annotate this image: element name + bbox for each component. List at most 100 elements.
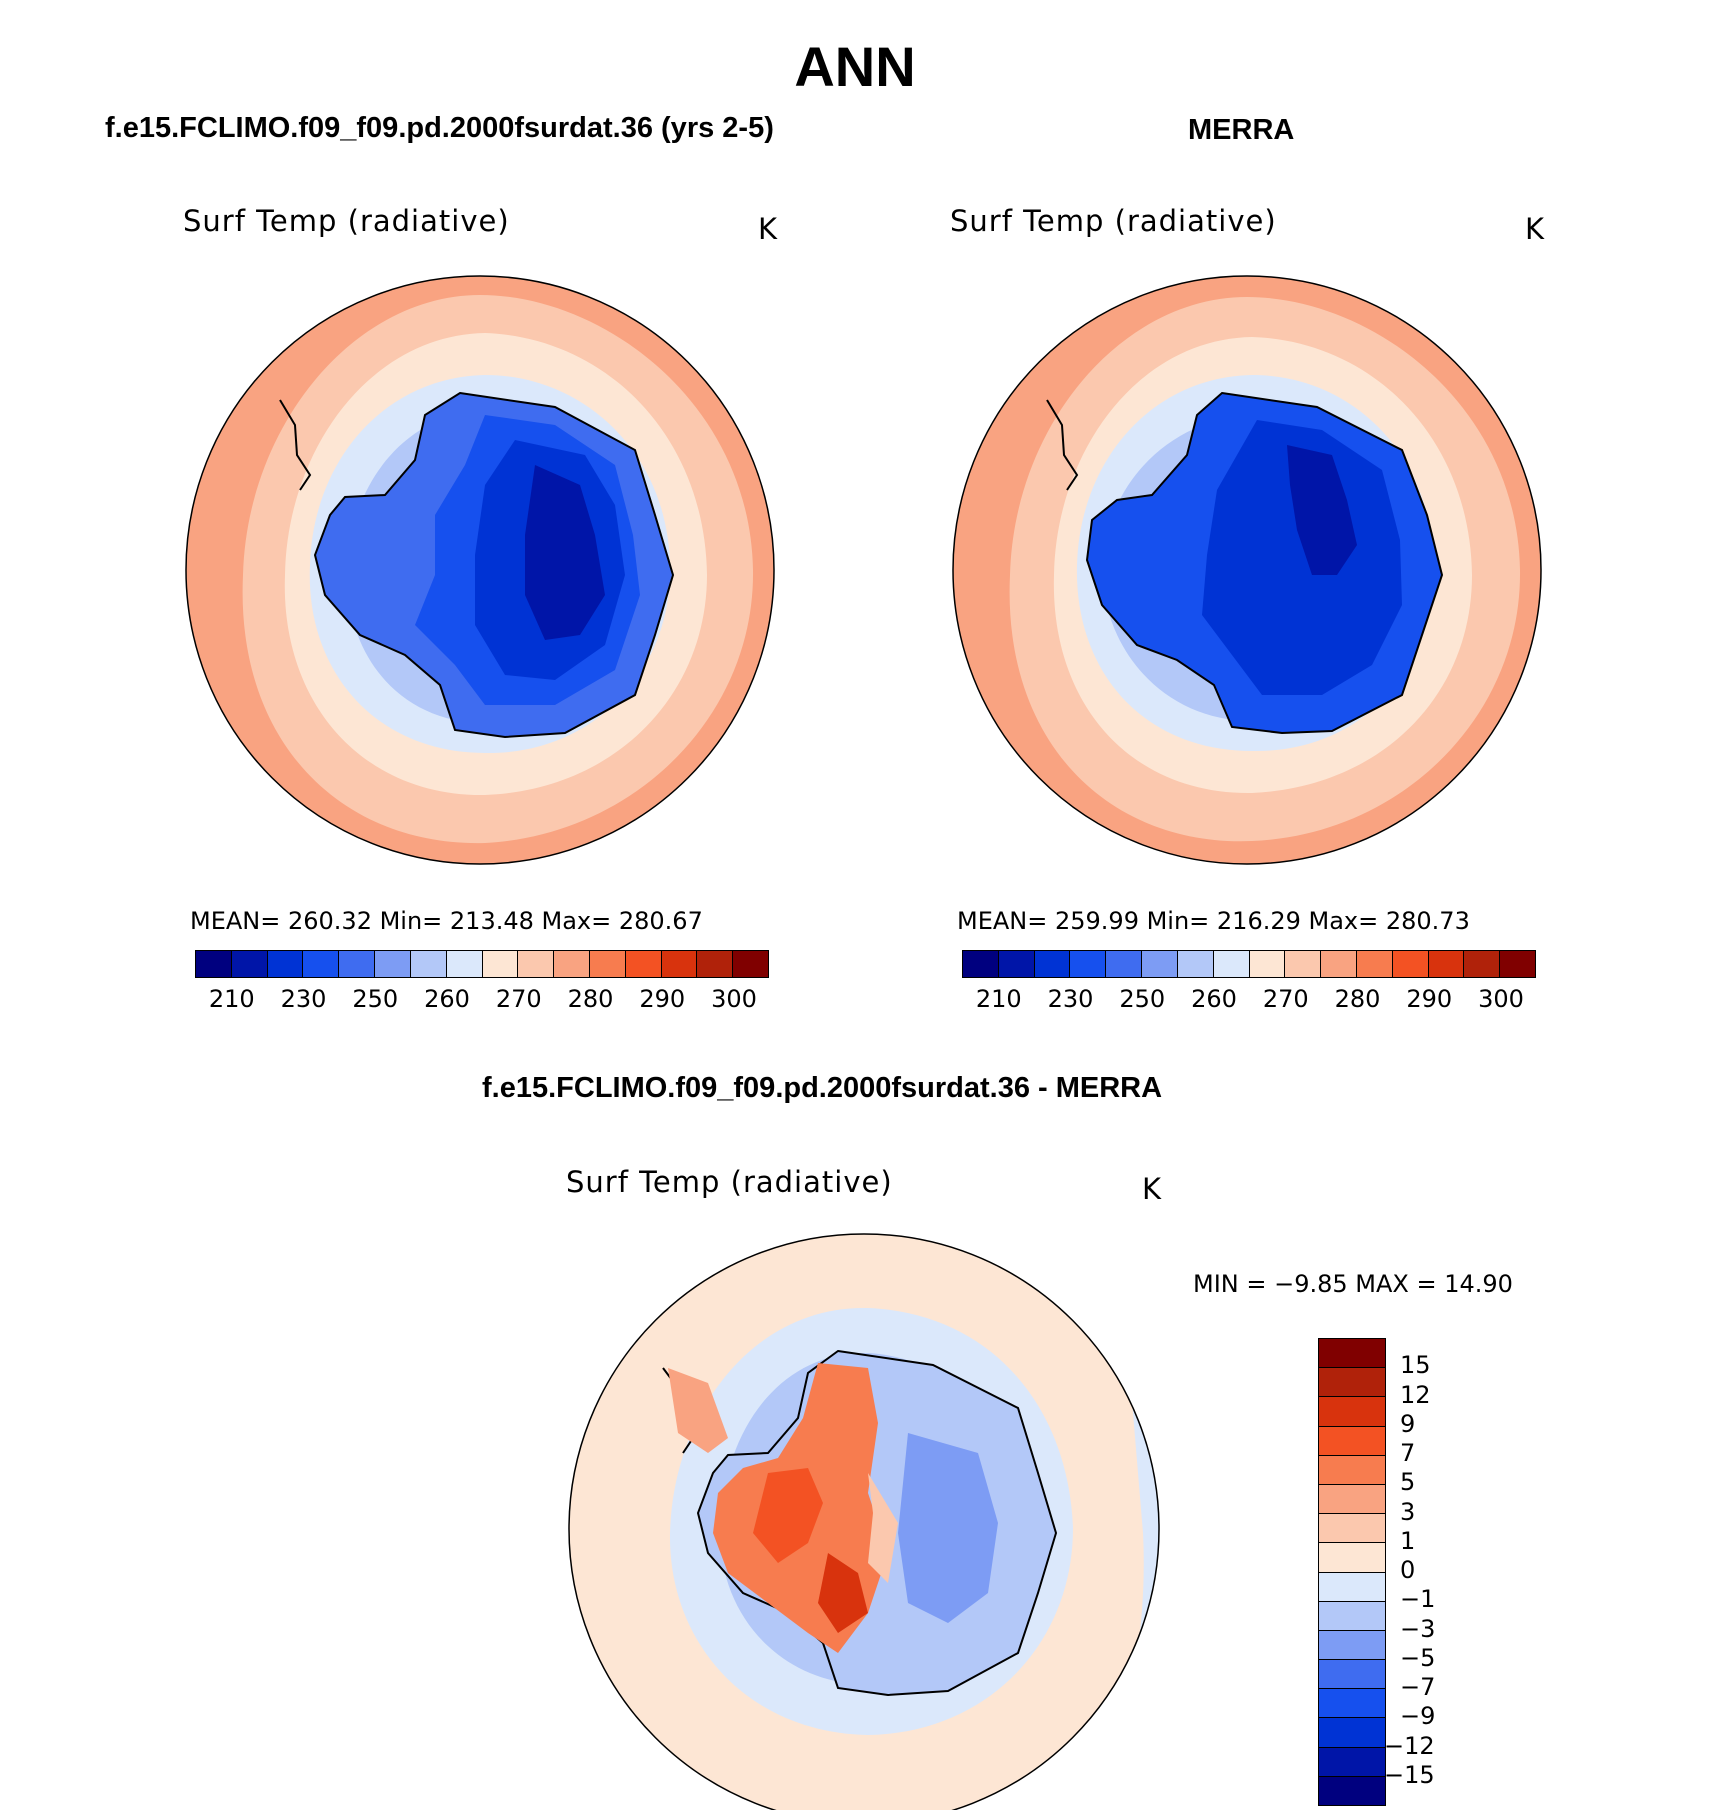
colorbar-swatch: [697, 951, 734, 977]
colorbar-tick-label: 270: [1262, 985, 1309, 1013]
colorbar-swatch: [1319, 1368, 1385, 1398]
colorbar-tick-label: 250: [352, 985, 399, 1013]
diff-colorbar-ticks: 15 12 9 7 5 3 1 0 −1 −3 −5 −7 −9 −12 −15: [1384, 1338, 1486, 1806]
colorbar-tick-label: −15: [1384, 1760, 1435, 1789]
colorbar-tick-label: 3: [1400, 1497, 1416, 1526]
diff-minmax-stats: MIN = −9.85 MAX = 14.90: [1193, 1270, 1513, 1298]
diff-case-title: f.e15.FCLIMO.f09_f09.pd.2000fsurdat.36 -…: [482, 1072, 1163, 1104]
colorbar-swatch: [446, 951, 483, 977]
diff-units-label: K: [1142, 1172, 1163, 1206]
panel2-variable-label: Surf Temp (radiative): [950, 204, 1277, 238]
colorbar-swatch: [589, 951, 626, 977]
colorbar-swatch: [733, 951, 768, 977]
colorbar-swatch: [1428, 951, 1465, 977]
colorbar-tick-label: 230: [1047, 985, 1094, 1013]
colorbar-swatch: [1319, 1689, 1385, 1719]
colorbar-swatch: [1070, 951, 1107, 977]
colorbar-tick-label: 15: [1400, 1351, 1431, 1380]
panel1-case-title: f.e15.FCLIMO.f09_f09.pd.2000fsurdat.36 (…: [105, 112, 774, 144]
panel1-polar-map: [185, 275, 775, 865]
colorbar-swatch: [1319, 1484, 1385, 1515]
colorbar-swatch: [963, 951, 999, 977]
panel2-units-label: K: [1525, 212, 1546, 246]
colorbar-tick-label: 250: [1119, 985, 1166, 1013]
panel2-case-title: MERRA: [1188, 114, 1295, 146]
colorbar-swatch: [1177, 951, 1214, 977]
panel1-variable-label: Surf Temp (radiative): [183, 204, 510, 238]
panel2-polar-map: [952, 275, 1542, 865]
colorbar-tick-label: 300: [1478, 985, 1524, 1013]
colorbar-swatch: [1319, 1426, 1385, 1456]
colorbar-tick-label: 5: [1400, 1468, 1416, 1497]
colorbar-tick-label: −7: [1400, 1673, 1436, 1701]
colorbar-swatch: [998, 951, 1035, 977]
colorbar-swatch: [1356, 951, 1393, 977]
colorbar-swatch: [1034, 951, 1071, 977]
colorbar-tick-label: −5: [1400, 1643, 1436, 1672]
colorbar-swatch: [1319, 1339, 1385, 1369]
colorbar-tick-label: 0: [1400, 1556, 1416, 1584]
colorbar-swatch: [625, 951, 662, 977]
colorbar-swatch: [1319, 1747, 1385, 1777]
colorbar-swatch: [267, 951, 304, 977]
panel2-stats: MEAN= 259.99 Min= 216.29 Max= 280.73: [957, 907, 1470, 935]
colorbar-swatch: [1392, 951, 1429, 977]
colorbar-tick-label: 7: [1400, 1439, 1416, 1467]
colorbar-tick-label: 12: [1400, 1380, 1431, 1409]
panel1-units-label: K: [758, 212, 779, 246]
panel1-colorbar: [195, 950, 769, 978]
colorbar-swatch: [1213, 951, 1250, 977]
diff-variable-label: Surf Temp (radiative): [566, 1165, 893, 1199]
figure-title: ANN: [794, 35, 916, 98]
colorbar-tick-label: 300: [711, 985, 757, 1013]
colorbar-swatch: [1319, 1455, 1385, 1485]
panel1-stats: MEAN= 260.32 Min= 213.48 Max= 280.67: [190, 907, 703, 935]
colorbar-swatch: [1142, 951, 1178, 977]
colorbar-swatch: [518, 951, 555, 977]
colorbar-swatch: [1464, 951, 1501, 977]
diff-polar-map: [568, 1233, 1160, 1810]
colorbar-tick-label: 260: [424, 985, 470, 1013]
colorbar-swatch: [303, 951, 340, 977]
colorbar-tick-label: 280: [1334, 985, 1381, 1013]
colorbar-swatch: [1106, 951, 1143, 977]
panel2-colorbar: [962, 950, 1536, 978]
panel2-colorbar-ticks: 210 230 250 260 270 280 290 300: [962, 985, 1536, 1015]
colorbar-swatch: [1249, 951, 1286, 977]
colorbar-swatch: [339, 951, 376, 977]
colorbar-tick-label: 210: [208, 985, 255, 1013]
colorbar-tick-label: 1: [1400, 1526, 1416, 1555]
colorbar-tick-label: 270: [495, 985, 542, 1013]
colorbar-tick-label: 290: [639, 985, 686, 1013]
colorbar-swatch: [661, 951, 698, 977]
colorbar-swatch: [410, 951, 447, 977]
colorbar-swatch: [1319, 1718, 1385, 1748]
colorbar-swatch: [1319, 1776, 1385, 1805]
colorbar-swatch: [1319, 1397, 1385, 1427]
colorbar-tick-label: −9: [1400, 1702, 1436, 1731]
colorbar-tick-label: −12: [1384, 1731, 1435, 1760]
colorbar-swatch: [1319, 1514, 1385, 1544]
colorbar-tick-label: 230: [280, 985, 327, 1013]
colorbar-swatch: [1319, 1660, 1385, 1690]
colorbar-swatch: [375, 951, 411, 977]
diff-colorbar: [1318, 1338, 1386, 1806]
colorbar-tick-label: 290: [1406, 985, 1453, 1013]
colorbar-tick-label: −1: [1400, 1585, 1436, 1614]
colorbar-tick-label: −3: [1400, 1614, 1436, 1643]
colorbar-swatch: [482, 951, 519, 977]
colorbar-tick-label: 260: [1191, 985, 1237, 1013]
colorbar-swatch: [1319, 1572, 1385, 1602]
colorbar-swatch: [1321, 951, 1357, 977]
colorbar-swatch: [231, 951, 268, 977]
colorbar-swatch: [1285, 951, 1322, 977]
colorbar-swatch: [1319, 1543, 1385, 1573]
colorbar-tick-label: 210: [975, 985, 1022, 1013]
colorbar-tick-label: 9: [1400, 1409, 1416, 1438]
colorbar-tick-label: 280: [567, 985, 614, 1013]
colorbar-swatch: [1319, 1601, 1385, 1631]
colorbar-swatch: [196, 951, 232, 977]
colorbar-swatch: [1500, 951, 1535, 977]
colorbar-swatch: [1319, 1630, 1385, 1661]
colorbar-swatch: [554, 951, 590, 977]
